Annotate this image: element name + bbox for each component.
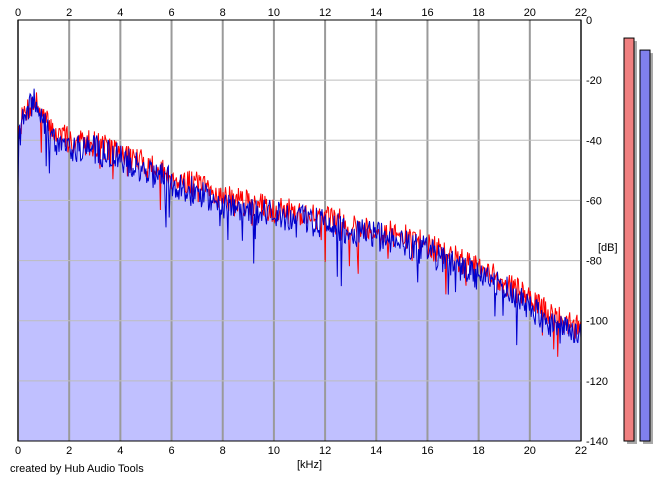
- level-meter-2: [639, 49, 651, 442]
- x-tick-label-top-16: 16: [421, 7, 433, 19]
- x-tick-label-top-18: 18: [473, 7, 485, 19]
- x-tick-label-bottom-10: 10: [268, 445, 280, 457]
- y-tick-label-40: -40: [586, 135, 602, 147]
- spectrum-fill-area: [18, 88, 581, 441]
- y-tick-label-0: 0: [586, 15, 592, 27]
- x-tick-label-bottom-0: 0: [15, 445, 21, 457]
- x-tick-label-bottom-6: 6: [168, 445, 174, 457]
- x-tick-label-top-4: 4: [117, 7, 123, 19]
- blue-channel-trace: [17, 88, 582, 346]
- x-tick-label-bottom-8: 8: [220, 445, 226, 457]
- y-tick-label-80: -80: [586, 256, 602, 268]
- x-tick-label-bottom-20: 20: [524, 445, 536, 457]
- x-tick-label-bottom-14: 14: [370, 445, 382, 457]
- x-tick-label-bottom-12: 12: [319, 445, 331, 457]
- x-tick-label-top-12: 12: [319, 7, 331, 19]
- y-tick-label-120: -120: [586, 376, 608, 388]
- y-tick-label-60: -60: [586, 195, 602, 207]
- x-tick-label-top-20: 20: [524, 7, 536, 19]
- plot-border: [17, 19, 582, 442]
- credit-text: created by Hub Audio Tools: [10, 463, 144, 475]
- y-tick-label-140: -140: [586, 436, 608, 448]
- x-tick-label-top-10: 10: [268, 7, 280, 19]
- x-tick-label-top-0: 0: [15, 7, 21, 19]
- x-tick-label-top-8: 8: [220, 7, 226, 19]
- x-tick-label-top-14: 14: [370, 7, 382, 19]
- level-meter-1: [623, 37, 635, 442]
- x-tick-label-bottom-4: 4: [117, 445, 123, 457]
- x-tick-label-bottom-16: 16: [421, 445, 433, 457]
- x-tick-label-top-2: 2: [66, 7, 72, 19]
- y-axis-label: [dB]: [598, 242, 618, 254]
- x-axis-label: [kHz]: [297, 459, 322, 471]
- x-tick-label-bottom-18: 18: [473, 445, 485, 457]
- red-channel-trace: [17, 92, 582, 357]
- x-tick-label-top-6: 6: [168, 7, 174, 19]
- x-tick-label-bottom-22: 22: [575, 445, 587, 457]
- y-tick-label-100: -100: [586, 316, 608, 328]
- y-tick-label-20: -20: [586, 75, 602, 87]
- x-tick-label-top-22: 22: [575, 7, 587, 19]
- x-tick-label-bottom-2: 2: [66, 445, 72, 457]
